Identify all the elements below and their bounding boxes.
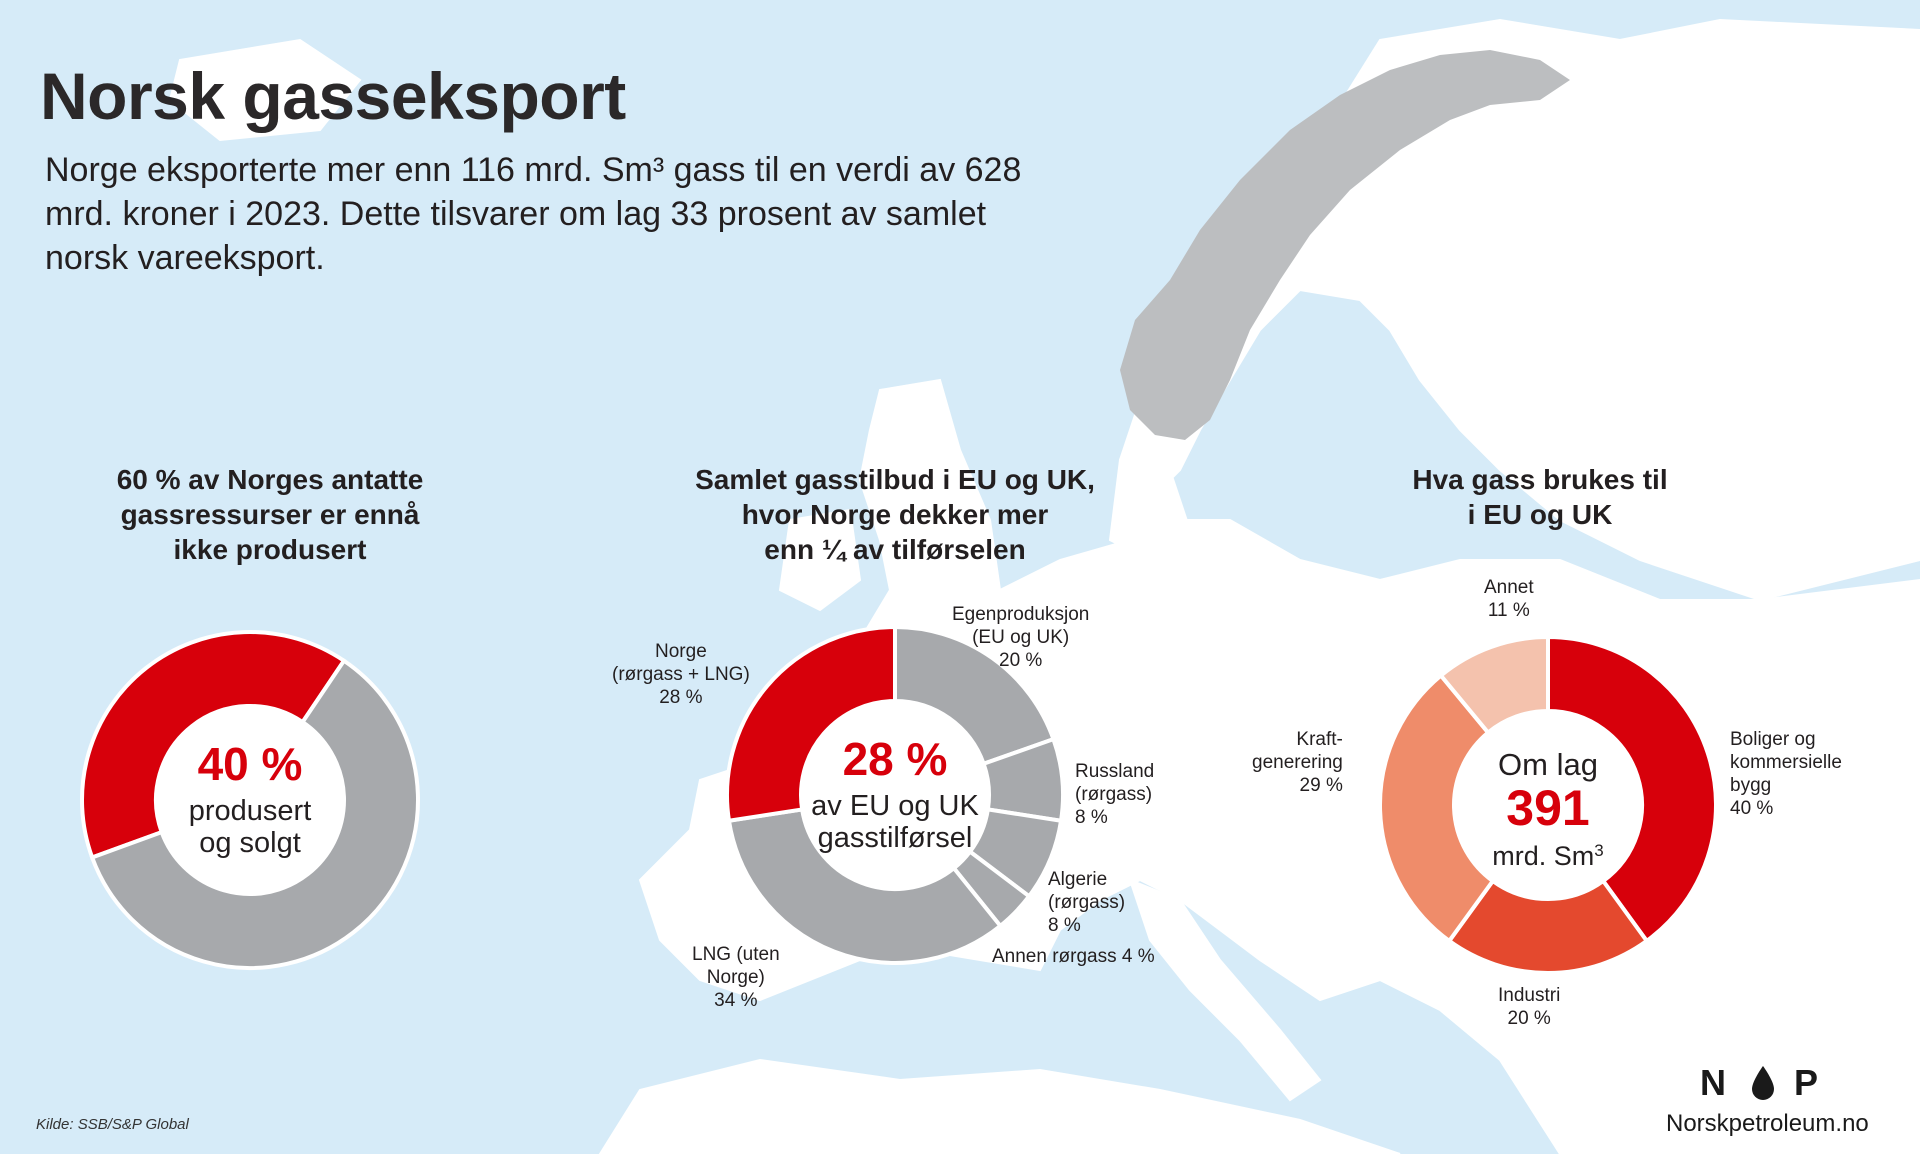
source-note: Kilde: SSB/S&P Global <box>36 1116 189 1133</box>
logo-letter-p: P <box>1794 1062 1825 1103</box>
intro-text: Norge eksporterte mer enn 116 mrd. Sm³ g… <box>45 151 1022 277</box>
donut-center-line1: produsert <box>189 795 312 827</box>
donut-center-line1: av EU og UK <box>811 790 979 822</box>
page-title: Norsk gasseksport <box>40 59 626 133</box>
nop-logo: N P <box>1700 1062 1824 1104</box>
map-north-africa <box>598 1058 1401 1154</box>
label-kraftgenerering: Kraft- generering 29 % <box>1252 729 1343 796</box>
donut-center-line2: og solgt <box>199 827 301 859</box>
map-iceland <box>168 38 362 142</box>
map-denmark <box>1108 458 1192 562</box>
donut-center-line1: Om lag <box>1498 747 1598 782</box>
donut-slice-1-5 <box>725 624 897 824</box>
donut-center-line2: mrd. Sm3 <box>1492 841 1603 872</box>
label-industri: Industri 20 % <box>1498 985 1561 1029</box>
donut-center-value: 40 % <box>198 738 303 790</box>
chart1-title: 60 % av Norges antatte gassressurser er … <box>116 464 424 565</box>
oil-drop-icon <box>1752 1066 1774 1100</box>
label-norge: Norge (rørgass + LNG) 28 % <box>612 641 750 708</box>
label-annen-rorgass: Annen rørgass 4 % <box>992 946 1155 967</box>
website-link[interactable]: Norskpetroleum.no <box>1666 1110 1869 1137</box>
donut-hole <box>801 701 989 889</box>
label-lng-uten-norge: LNG (uten Norge) 34 % <box>692 944 780 1011</box>
map-italy <box>1128 878 1322 1102</box>
label-boliger: Boliger og kommersielle bygg 40 % <box>1730 729 1842 819</box>
label-egenproduksjon: Egenproduksjon (EU og UK) 20 % <box>952 604 1090 671</box>
label-russland: Russland (rørgass) 8 % <box>1075 761 1155 828</box>
chart2-title: Samlet gasstilbud i EU og UK, hvor Norge… <box>695 464 1095 565</box>
donut-center-value: 391 <box>1506 780 1589 836</box>
chart3-title: Hva gass brukes til i EU og UK <box>1412 464 1668 530</box>
label-annet: Annet 11 % <box>1484 577 1534 621</box>
map-ireland <box>778 508 862 612</box>
donut-center-value: 28 % <box>843 733 948 785</box>
logo-letter-n: N <box>1700 1062 1732 1103</box>
donut-center-line2: gasstilførsel <box>818 822 973 854</box>
donut-hole <box>1454 711 1642 899</box>
map-norway <box>1120 50 1570 440</box>
donut-hole <box>156 706 344 894</box>
label-algerie: Algerie (rørgass) 8 % <box>1048 869 1126 936</box>
